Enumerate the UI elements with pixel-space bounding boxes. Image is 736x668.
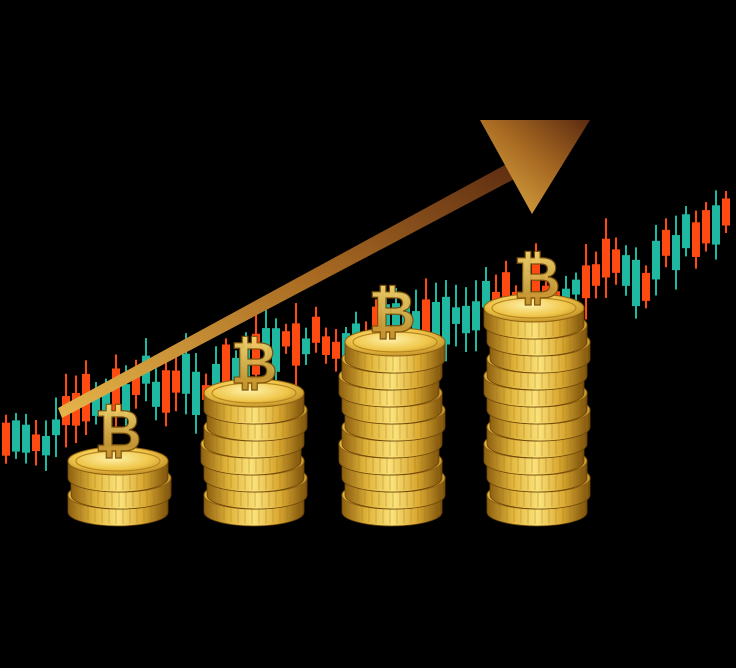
coin-stack-4: ₿ <box>483 243 591 527</box>
bitcoin-symbol-icon: ₿ <box>513 244 560 312</box>
candlestick-icon <box>462 287 470 352</box>
candlestick-icon <box>692 210 700 269</box>
candlestick-icon <box>632 247 640 319</box>
candlestick-icon <box>302 327 310 365</box>
candlestick-icon <box>262 310 270 366</box>
candlestick-icon <box>172 351 180 412</box>
trend-arrow-shaft <box>58 160 528 418</box>
coin-stacks: ₿ ₿ ₿ ₿ <box>67 243 591 527</box>
candlestick-icon <box>582 244 590 320</box>
candlestick-icon <box>572 272 580 302</box>
trend-arrow-icon <box>58 120 590 418</box>
candlestick-icon <box>652 224 660 296</box>
coin-icon <box>483 293 585 340</box>
candlestick-icon <box>622 245 630 296</box>
candlestick-icon <box>682 206 690 257</box>
coin-stack-1: ₿ <box>67 396 172 527</box>
coin-stack-3: ₿ <box>338 277 446 527</box>
candlestick-icon <box>712 190 720 260</box>
coin-icon <box>203 378 305 425</box>
coin-icon <box>67 446 169 493</box>
candlestick-icon <box>442 280 450 362</box>
candlestick-icon <box>22 413 30 464</box>
candlestick-icon <box>272 318 280 382</box>
candlestick-icon <box>12 413 20 459</box>
bitcoin-symbol-icon: ₿ <box>94 397 141 465</box>
candlestick-icon <box>702 202 710 252</box>
candlestick-icon <box>592 251 600 299</box>
bitcoin-symbol-icon: ₿ <box>230 329 277 397</box>
coin-icon <box>344 327 446 374</box>
candlestick-icon <box>192 353 200 434</box>
candlestick-icon <box>642 265 650 309</box>
candlestick-icon <box>2 414 10 464</box>
candlestick-icon <box>152 368 160 421</box>
candlestick-icon <box>112 354 120 427</box>
candlestick-icon <box>32 419 40 466</box>
candlestick-icon <box>452 284 460 347</box>
candlestick-icon <box>672 215 680 290</box>
candlestick-icon <box>292 303 300 386</box>
bitcoin-symbol-icon: ₿ <box>368 278 415 346</box>
candlestick-icon <box>42 420 50 471</box>
candlestick-icon <box>282 323 290 354</box>
coin-stack-2: ₿ <box>200 328 308 527</box>
candlestick-icon <box>162 356 170 427</box>
candlestick-icon <box>602 218 610 298</box>
candlestick-icon <box>662 218 670 268</box>
candlestick-icon <box>612 237 620 285</box>
candlestick-icon <box>472 280 480 352</box>
candlestick-icon <box>722 190 730 233</box>
candlestick-icon <box>312 306 320 353</box>
candlestick-icon <box>52 397 60 458</box>
candlestick-icon <box>322 327 330 364</box>
candlestick-icon <box>332 328 340 372</box>
trend-arrow-head <box>480 120 590 214</box>
